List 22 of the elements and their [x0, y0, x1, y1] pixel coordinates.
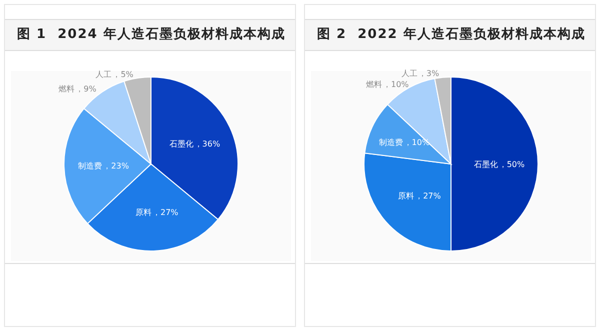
slice-label: 人工 [96, 70, 112, 79]
data-label: ，3% [418, 69, 440, 78]
data-label: ，27% [415, 192, 442, 201]
chart-title: 图 2 2022 年人造石墨负极材料成本构成 [305, 19, 595, 51]
data-label: ，27% [152, 208, 179, 217]
data-label: ，10% [404, 138, 430, 147]
slice-label: 原料 [136, 208, 152, 217]
data-label: ，9% [76, 84, 97, 94]
data-label: ，50% [498, 160, 526, 169]
data-label: ，10% [382, 80, 410, 89]
slice-label: 石墨化 [474, 160, 498, 169]
data-label: ，23% [103, 162, 130, 171]
slice-label: 燃料 [58, 84, 75, 94]
chart-title: 图 1 2024 年人造石墨负极材料成本构成 [5, 19, 295, 51]
data-label: ，5% [112, 70, 134, 79]
slice-label: 制造费 [378, 138, 403, 147]
slice-label: 人工 [401, 69, 418, 78]
slice-label: 原料 [398, 192, 414, 201]
slice-label: 燃料 [366, 80, 382, 89]
data-label: ，36% [194, 140, 220, 149]
slice-label: 制造费 [78, 162, 102, 171]
slice-label: 石墨化 [169, 140, 194, 149]
